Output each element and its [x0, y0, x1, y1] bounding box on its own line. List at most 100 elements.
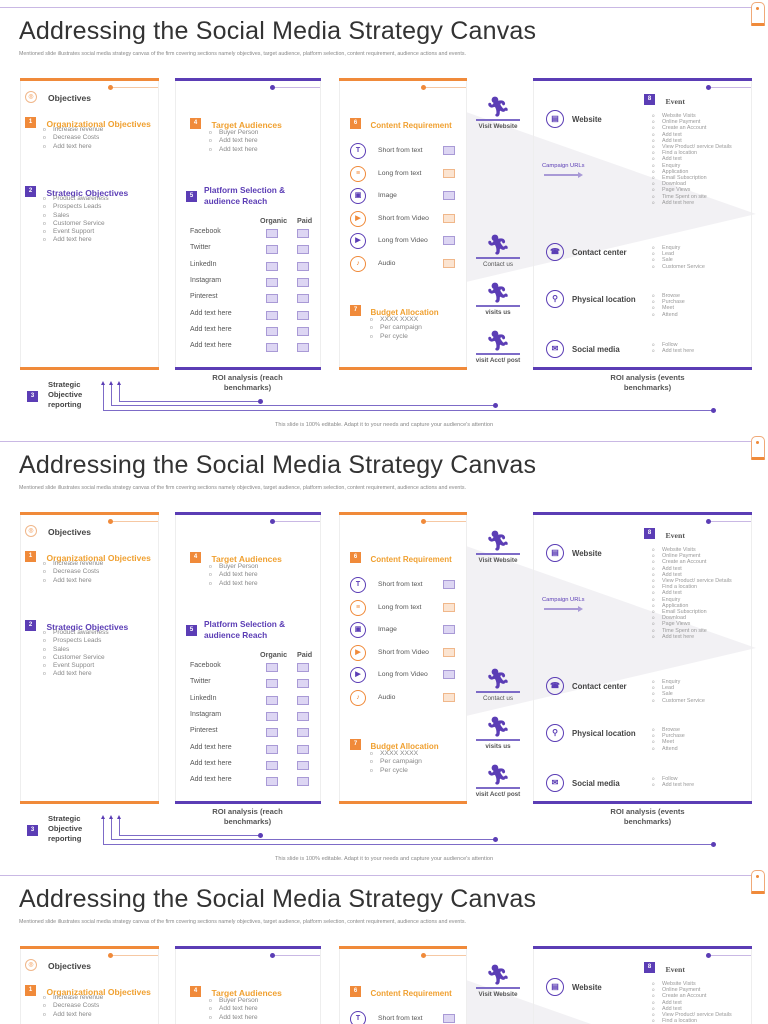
action-contact-us: 🏃︎ Contact us [468, 670, 528, 702]
event-list: EnquiryLeadSaleCustomer Service [652, 679, 705, 704]
organic-checkbox[interactable] [266, 663, 278, 672]
connector [103, 410, 713, 411]
roi-events-label: ROI analysis (events benchmarks) [580, 807, 715, 827]
headset-icon: ☎ [546, 243, 564, 261]
platform-row: Add text here [190, 342, 330, 358]
organic-checkbox[interactable] [266, 294, 278, 304]
content-checkbox[interactable] [443, 602, 455, 612]
content-checkbox[interactable] [443, 213, 455, 223]
content-checkbox[interactable] [443, 625, 455, 634]
paid-checkbox[interactable] [297, 261, 309, 271]
action-label: Visit Website [478, 123, 518, 130]
action-label: visits us [485, 309, 511, 316]
content-checkbox[interactable] [443, 670, 455, 679]
paid-checkbox[interactable] [297, 711, 309, 721]
card-pin [270, 953, 320, 958]
list-item: Customer Service [43, 654, 109, 662]
organic-checkbox[interactable] [266, 245, 278, 255]
organic-checkbox[interactable] [266, 679, 278, 689]
long-video-icon: ▶ [350, 667, 366, 683]
paid-checkbox[interactable] [297, 679, 309, 689]
content-checkbox[interactable] [443, 692, 455, 702]
heading-line: Platform Selection & [204, 619, 286, 629]
runner-icon: 🏃︎ [485, 965, 511, 986]
organic-checkbox[interactable] [266, 695, 278, 705]
organic-checkbox[interactable] [266, 310, 278, 320]
event-heading: 8 Event [644, 525, 685, 543]
list-item: View Product/ service Details [652, 144, 732, 150]
paid-checkbox[interactable] [297, 310, 309, 320]
organic-checkbox[interactable] [266, 343, 278, 353]
organic-checkbox[interactable] [266, 261, 278, 271]
content-checkbox[interactable] [443, 647, 455, 657]
list-item: Follow [652, 776, 694, 782]
heading-text: Target Audiences [211, 554, 282, 564]
paid-checkbox[interactable] [297, 744, 309, 754]
list-item: Find a location [652, 1018, 732, 1024]
heading-text: Event [665, 97, 685, 106]
list-item: Decrease Costs [43, 568, 103, 576]
content-heading: 6 Content Requirement [350, 983, 452, 1001]
content-checkbox[interactable] [443, 258, 455, 268]
list-item: Add text here [43, 236, 109, 244]
list-item: Enquiry [652, 245, 705, 251]
organic-checkbox[interactable] [266, 326, 278, 336]
step-badge: 1 [25, 985, 36, 997]
step-badge: 8 [644, 528, 655, 540]
content-checkbox[interactable] [443, 191, 455, 200]
content-checkbox[interactable] [443, 146, 455, 155]
content-card: 6 Content Requirement T Short from text … [339, 78, 467, 370]
content-checkbox[interactable] [443, 1014, 455, 1023]
organic-checkbox[interactable] [266, 277, 278, 287]
platform-row: Instagram [190, 277, 330, 293]
list-item: Meet [652, 305, 685, 311]
location-icon: ⚲ [546, 290, 564, 308]
list-item: Website Visits [652, 981, 732, 987]
video-icon: ▶ [350, 210, 366, 227]
content-row: ≡ Long from text [340, 599, 470, 618]
paid-checkbox[interactable] [297, 695, 309, 705]
organic-checkbox[interactable] [266, 728, 278, 738]
content-label: Long from text [378, 169, 422, 177]
list-item: Follow [652, 342, 694, 348]
organic-checkbox[interactable] [266, 229, 278, 238]
list-item: Browse [652, 293, 685, 299]
text-doc-icon: T [350, 577, 366, 593]
content-checkbox[interactable] [443, 236, 455, 245]
card-bottom-bar [175, 367, 321, 370]
event-list: Website VisitsOnline PaymentCreate an Ac… [652, 981, 732, 1024]
org-objectives-heading: 1 Organizational Objectives [25, 548, 151, 566]
card-pin [706, 953, 751, 958]
card-pin [421, 953, 466, 958]
paid-checkbox[interactable] [297, 229, 309, 238]
content-row: ▣ Image [340, 188, 470, 206]
list-item: Email Subscription [652, 175, 732, 181]
content-label: Short from text [378, 1015, 423, 1022]
content-label: Image [378, 626, 397, 633]
heading-text: Organizational Objectives [46, 119, 151, 129]
content-checkbox[interactable] [443, 580, 455, 589]
step-badge: 2 [25, 186, 36, 198]
platform-name: Pinterest [190, 293, 218, 301]
paid-checkbox[interactable] [297, 728, 309, 738]
paid-checkbox[interactable] [297, 245, 309, 255]
paid-checkbox[interactable] [297, 294, 309, 304]
paid-checkbox[interactable] [297, 343, 309, 353]
organic-checkbox[interactable] [266, 711, 278, 721]
label-line: benchmarks) [223, 817, 272, 826]
content-checkbox[interactable] [443, 168, 455, 178]
organic-checkbox[interactable] [266, 777, 278, 787]
channel-name: Physical location [572, 729, 636, 738]
list-item: Add text here [43, 1011, 103, 1019]
paid-checkbox[interactable] [297, 326, 309, 336]
organic-checkbox[interactable] [266, 760, 278, 770]
reporting-badge: 3 [27, 388, 38, 406]
channel-name: Contact center [572, 248, 627, 257]
platform-row: Pinterest [190, 727, 330, 743]
paid-checkbox[interactable] [297, 777, 309, 787]
organic-checkbox[interactable] [266, 744, 278, 754]
paid-checkbox[interactable] [297, 663, 309, 672]
footer-note: This slide is 100% editable. Adapt it to… [274, 856, 494, 862]
paid-checkbox[interactable] [297, 760, 309, 770]
paid-checkbox[interactable] [297, 277, 309, 287]
